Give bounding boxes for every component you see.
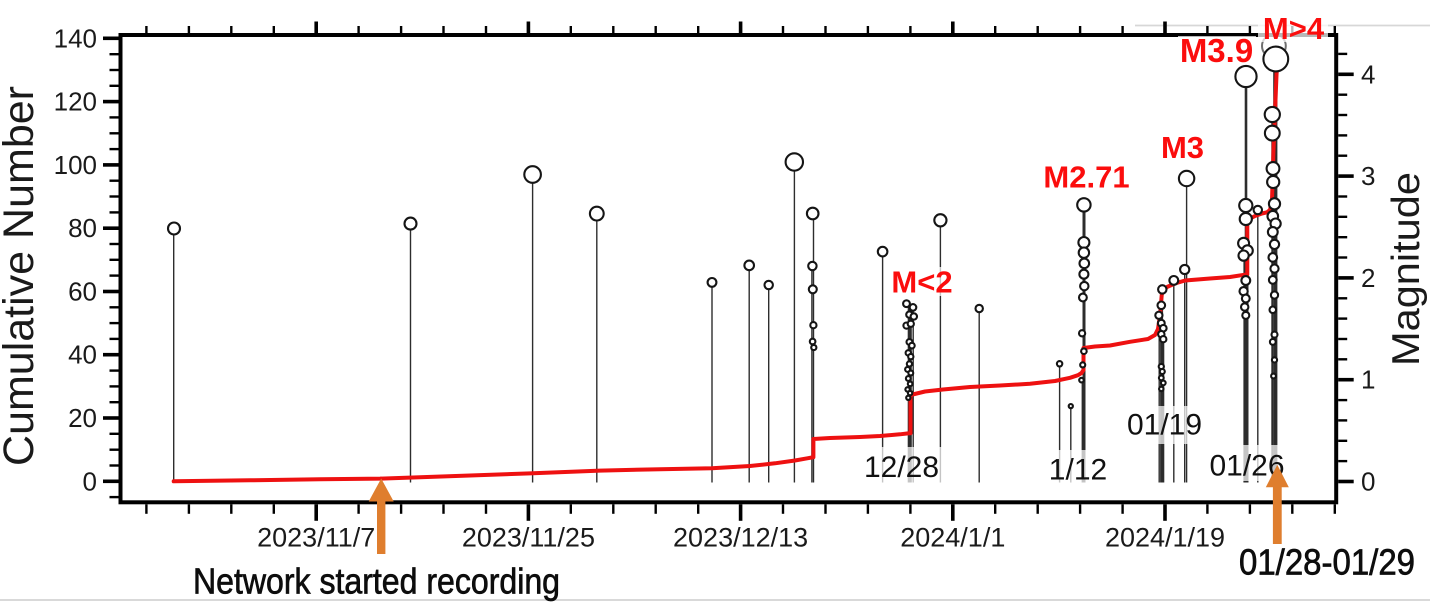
- svg-text:2023/12/13: 2023/12/13: [673, 522, 808, 552]
- svg-text:01/19: 01/19: [1127, 409, 1202, 442]
- svg-text:40: 40: [68, 340, 97, 370]
- svg-text:80: 80: [68, 213, 97, 243]
- svg-text:60: 60: [68, 277, 97, 307]
- svg-text:M>4: M>4: [1263, 11, 1325, 46]
- svg-text:120: 120: [54, 87, 97, 117]
- svg-text:1: 1: [1361, 365, 1375, 395]
- svg-text:M2.71: M2.71: [1043, 160, 1129, 195]
- svg-text:2024/1/1: 2024/1/1: [900, 522, 1005, 552]
- svg-text:2023/11/7: 2023/11/7: [257, 522, 375, 552]
- svg-text:140: 140: [54, 23, 97, 53]
- svg-text:1/12: 1/12: [1049, 454, 1107, 487]
- svg-text:Magnitude: Magnitude: [1385, 172, 1428, 366]
- svg-text:100: 100: [54, 150, 97, 180]
- svg-text:2023/11/25: 2023/11/25: [462, 522, 595, 552]
- svg-text:2: 2: [1361, 263, 1375, 293]
- svg-text:M3: M3: [1161, 130, 1204, 165]
- svg-text:01/28-01/29: 01/28-01/29: [1239, 542, 1415, 583]
- svg-text:2024/1/19: 2024/1/19: [1105, 522, 1225, 552]
- svg-text:4: 4: [1361, 59, 1375, 89]
- svg-text:M3.9: M3.9: [1180, 32, 1253, 69]
- svg-text:M<2: M<2: [891, 265, 952, 300]
- svg-text:3: 3: [1361, 161, 1375, 191]
- svg-text:20: 20: [68, 403, 97, 433]
- svg-text:0: 0: [1361, 467, 1375, 497]
- svg-text:Cumulative Number: Cumulative Number: [0, 86, 43, 466]
- svg-text:Network started recording: Network started recording: [193, 561, 560, 602]
- svg-text:12/28: 12/28: [864, 451, 939, 484]
- svg-text:0: 0: [83, 466, 97, 496]
